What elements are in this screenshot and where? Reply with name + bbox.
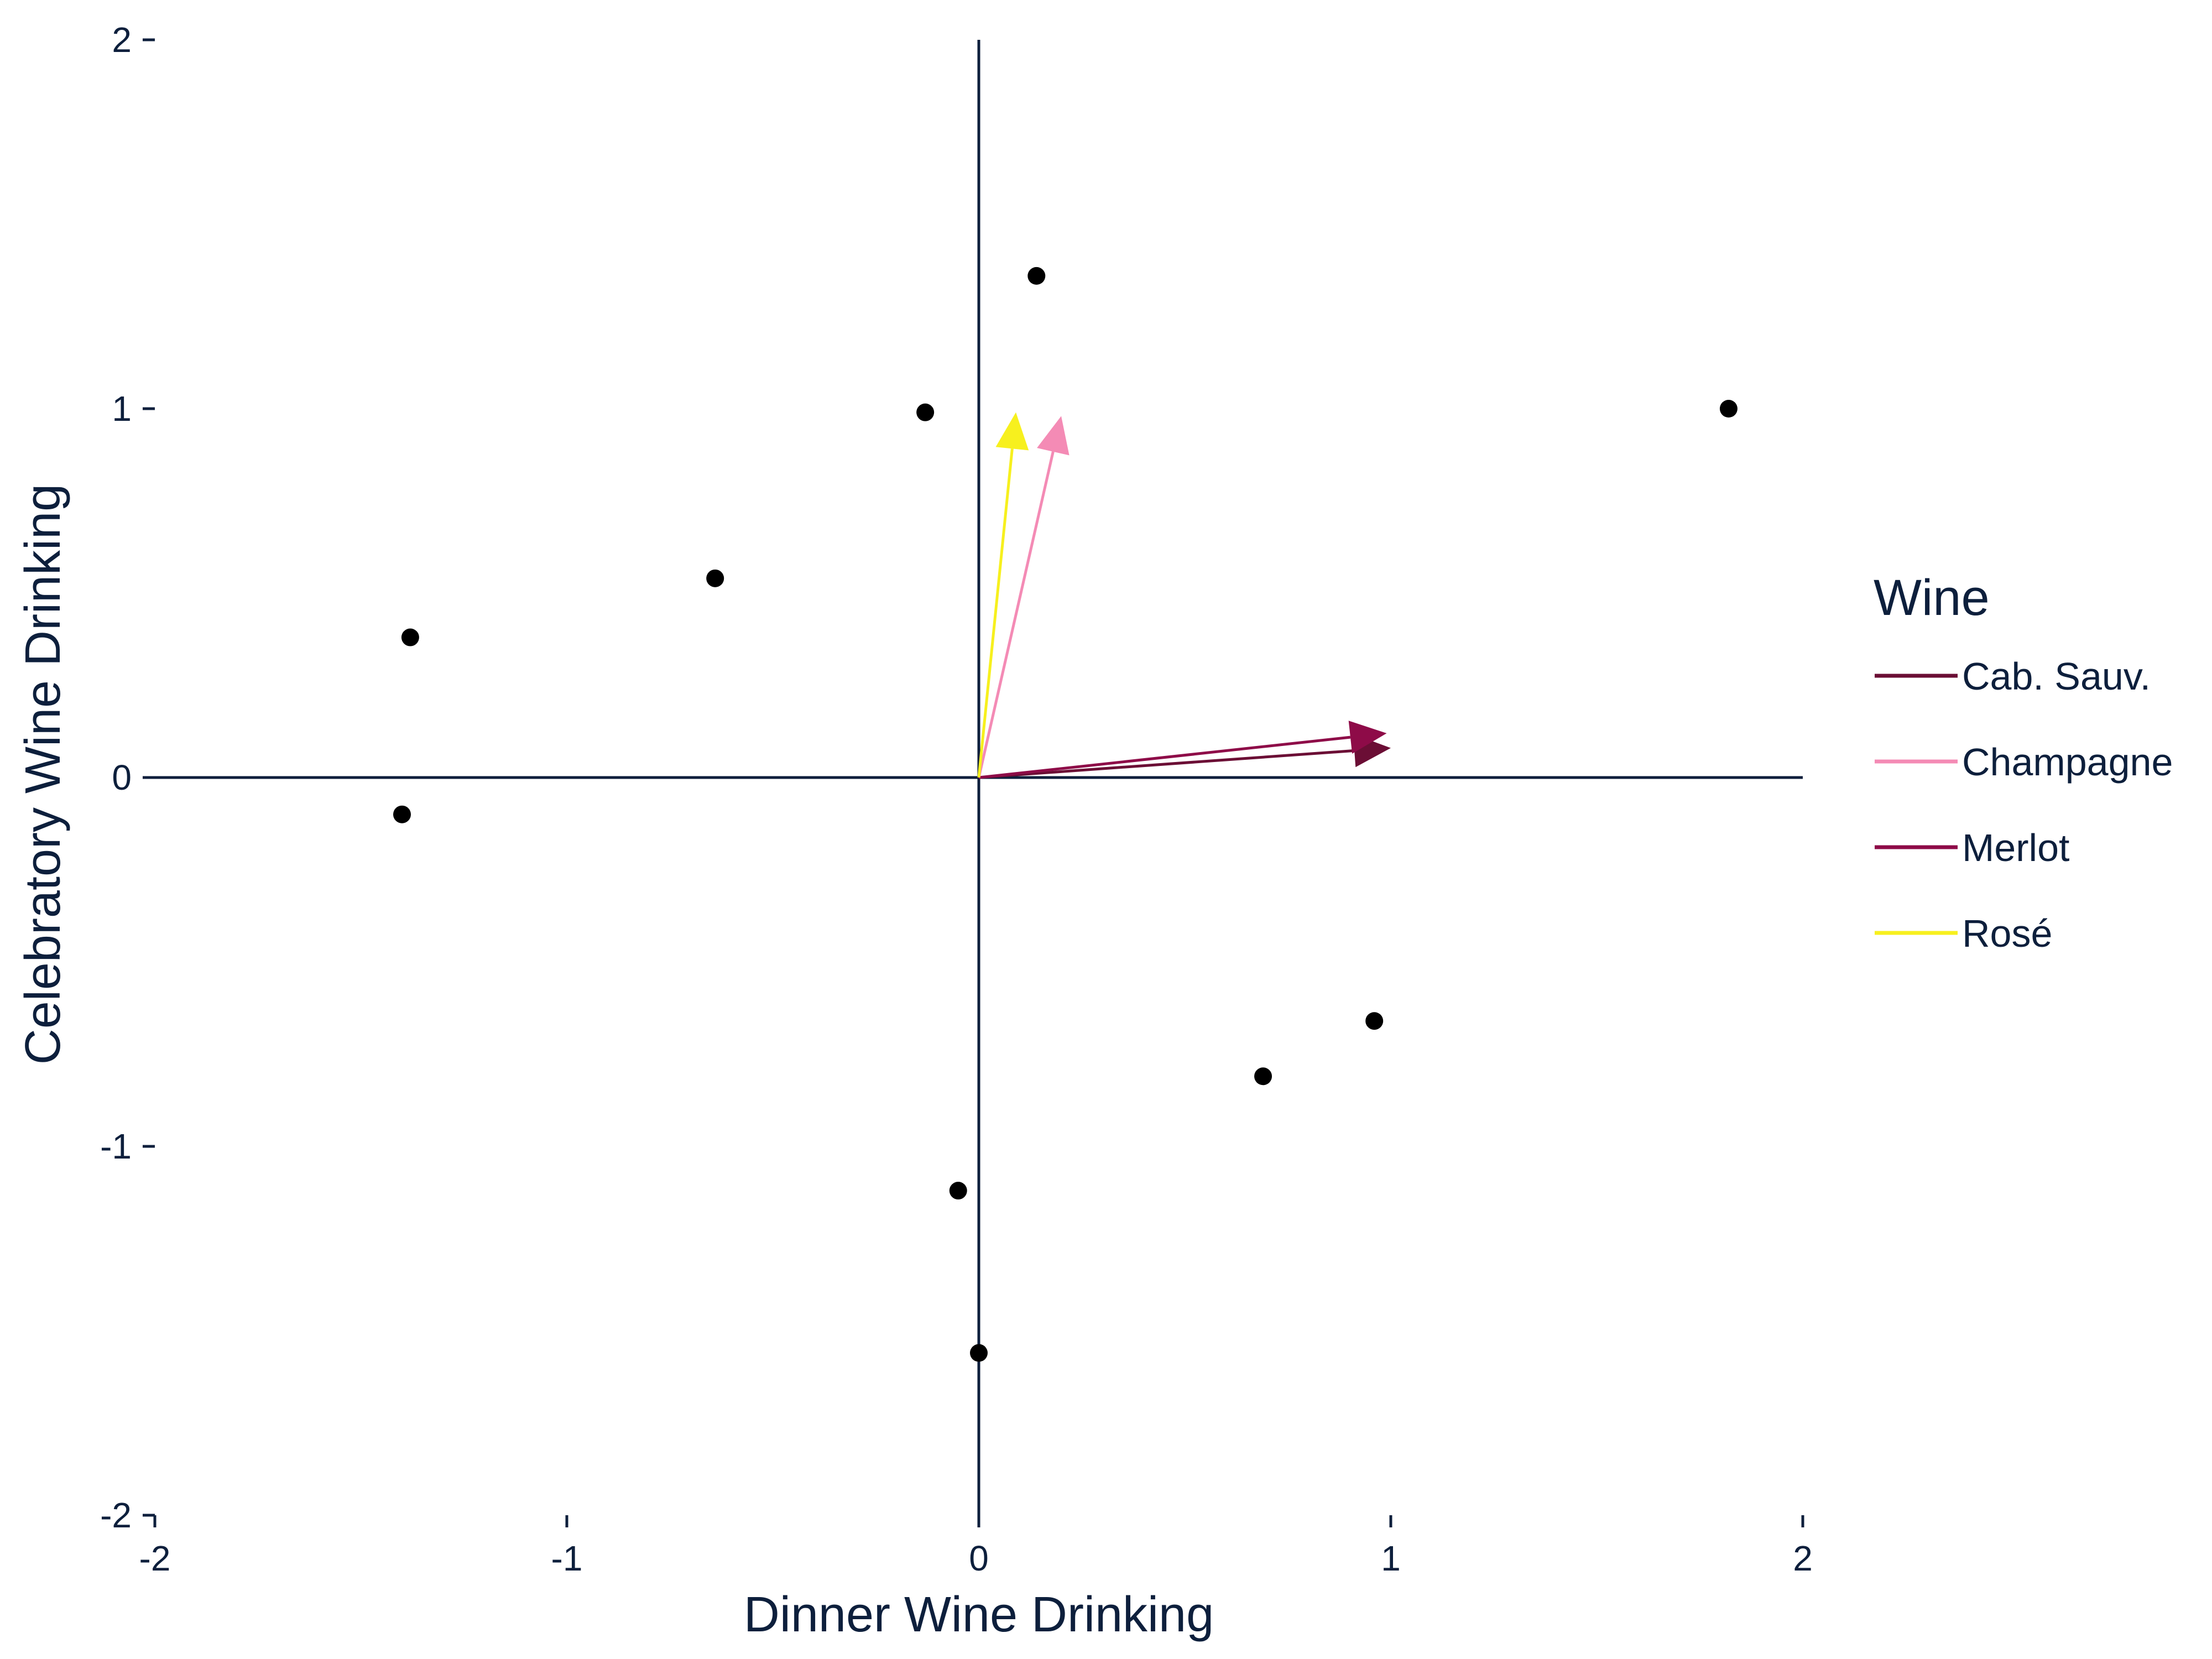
x-axis-title: Dinner Wine Drinking	[744, 1587, 1214, 1642]
x-axis: -2 -1 0 1 2	[139, 1515, 1813, 1578]
legend-label: Merlot	[1962, 826, 2069, 869]
vector-arrowhead	[1348, 721, 1387, 754]
vector-ros	[977, 412, 1029, 778]
data-point	[1254, 1067, 1272, 1086]
y-tick-label: 2	[112, 20, 132, 60]
vector-shaft	[978, 735, 1351, 779]
y-tick-label: -1	[100, 1126, 132, 1166]
x-tick-label: -2	[139, 1538, 171, 1578]
vector-shaft	[978, 749, 1355, 779]
vector-shaft	[977, 451, 1055, 778]
y-axis-title: Celebratory Wine Drinking	[15, 484, 71, 1065]
data-point	[1365, 1012, 1384, 1030]
legend-label: Cab. Sauv.	[1962, 655, 2151, 698]
y-tick-label: 0	[112, 758, 132, 797]
vector-arrowhead	[1037, 416, 1070, 456]
legend-label: Rosé	[1962, 912, 2052, 955]
data-point	[393, 805, 411, 823]
data-point	[916, 403, 935, 421]
x-tick-label: -1	[551, 1538, 583, 1578]
legend-title: Wine	[1874, 570, 1990, 626]
legend: Wine Cab. Sauv. Champagne Merlot Rosé	[1874, 570, 2173, 955]
data-points	[393, 267, 1738, 1362]
data-point	[949, 1182, 967, 1200]
data-point	[706, 569, 724, 587]
vector-merlot	[978, 721, 1387, 779]
y-axis: -2 -1 0 1 2	[100, 20, 155, 1535]
y-tick-label: -2	[100, 1495, 132, 1535]
vector-shaft	[977, 448, 1014, 778]
loading-vectors	[977, 412, 1391, 779]
data-point	[401, 628, 419, 646]
legend-label: Champagne	[1962, 740, 2173, 784]
x-tick-label: 0	[969, 1538, 989, 1578]
data-point	[1719, 400, 1738, 418]
x-tick-label: 2	[1793, 1538, 1813, 1578]
x-tick-label: 1	[1381, 1538, 1401, 1578]
vector-arrowhead	[995, 412, 1029, 451]
data-point	[970, 1344, 988, 1362]
data-point	[1027, 267, 1046, 285]
y-tick-label: 1	[112, 389, 132, 429]
vector-champagne	[977, 416, 1070, 778]
